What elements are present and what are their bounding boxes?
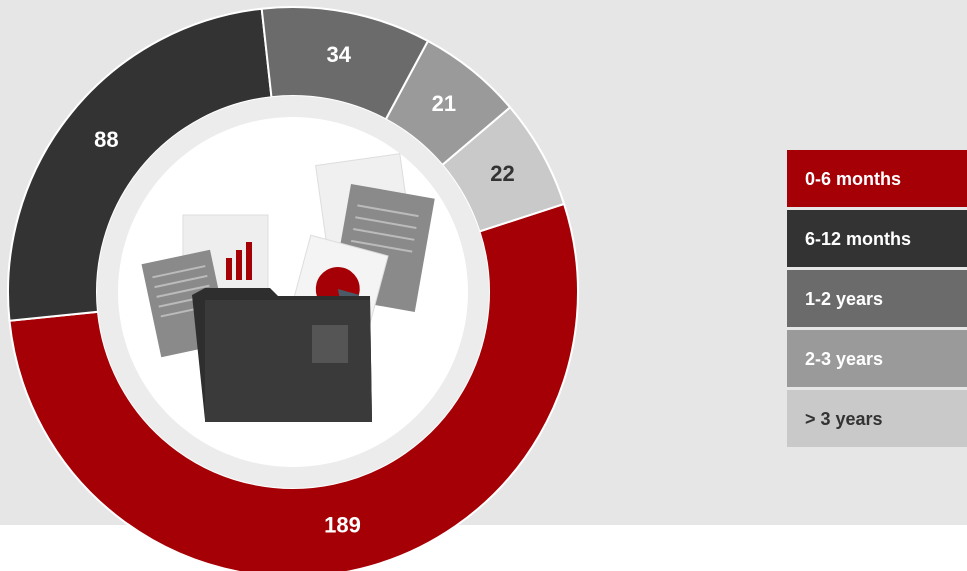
data-label: 34 (326, 42, 351, 67)
page: 189 88 34 21 22 0-6 months 6-12 months 1-2 yea… (0, 0, 967, 571)
legend-label: 0-6 months (805, 169, 901, 189)
data-label: 21 (432, 91, 456, 116)
legend-label: 6-12 months (805, 229, 911, 249)
chart: 189 88 34 21 22 0-6 months 6-12 months 1-2 yea… (0, 0, 967, 571)
legend-label: 1-2 years (805, 289, 883, 309)
data-label: 189 (324, 513, 361, 538)
legend-label: 2-3 years (805, 349, 883, 369)
data-label: 88 (94, 127, 118, 152)
legend-label: > 3 years (805, 409, 883, 429)
data-label: 22 (490, 161, 514, 186)
